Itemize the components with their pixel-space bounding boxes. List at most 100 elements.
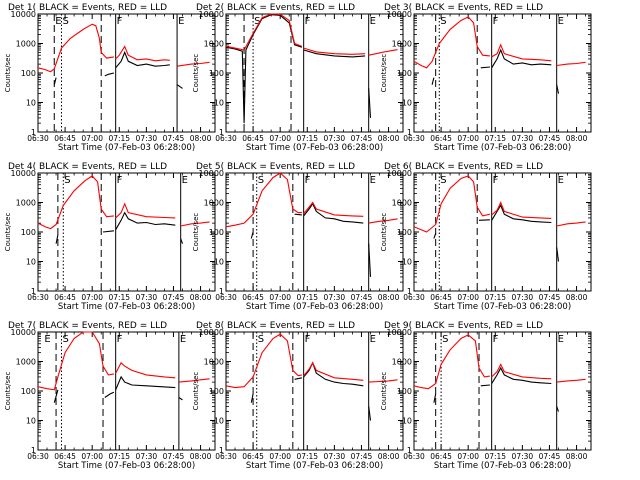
x-tick-label: 06:45 [430, 293, 452, 302]
x-axis-label: Start Time (07-Feb-03 06:28:00) [434, 302, 571, 312]
detector-panel: Det 1( BLACK = Events, RED = LLD 1 10 100 10… [4, 3, 216, 153]
segment-marker: E [182, 175, 188, 186]
series-line-events [478, 219, 490, 221]
series-line-lld [491, 43, 552, 62]
x-tick-label: 06:45 [54, 452, 76, 461]
x-tick-label: 07:30 [136, 293, 158, 302]
y-tick-label: 10 [402, 99, 412, 108]
x-tick-label: 07:45 [539, 134, 561, 143]
y-tick-label: 10 [402, 417, 412, 426]
panel-title: Det 9( BLACK = Events, RED = LLD [384, 321, 543, 331]
segment-marker: F [305, 334, 311, 345]
y-axis-label: Counts/sec [4, 54, 12, 93]
segment-marker: S [258, 334, 264, 345]
series-line-lld [37, 331, 114, 391]
x-axis-label: Start Time (07-Feb-03 06:28:00) [58, 143, 195, 153]
y-tick-label: 10 [214, 258, 224, 267]
series-line-lld [178, 378, 210, 383]
y-tick-label: 10 [26, 417, 36, 426]
series-line-events [115, 375, 176, 391]
y-axis-label: Counts/sec [380, 213, 388, 252]
y-tick-label: 100 [21, 387, 36, 396]
y-tick-label: 10000 [199, 10, 224, 19]
plot-frame [413, 13, 592, 133]
x-tick-label: 07:30 [136, 134, 158, 143]
x-tick-label: 07:00 [457, 293, 479, 302]
x-axis-label: Start Time (07-Feb-03 06:28:00) [434, 143, 571, 153]
segment-marker: F [117, 16, 123, 27]
y-tick-label: 10000 [11, 328, 36, 337]
segment-marker: E [558, 175, 564, 186]
segment-marker: F [117, 334, 123, 345]
series-line-lld [556, 221, 586, 227]
x-tick-label: 07:45 [163, 452, 185, 461]
series-line-events [491, 48, 552, 69]
detector-panel: Det 8( BLACK = Events, RED = LLD 1 10 100 10… [192, 321, 404, 471]
series-line-lld [413, 334, 490, 390]
x-tick-label: 06:45 [54, 134, 76, 143]
y-axis-label: Counts/sec [192, 213, 200, 252]
y-tick-label: 10 [26, 99, 36, 108]
series-line-events [53, 389, 59, 403]
x-tick-label: 06:30 [27, 452, 49, 461]
segment-marker: F [305, 16, 311, 27]
detector-panel: Det 5( BLACK = Events, RED = LLD 1 10 100 10… [192, 162, 404, 312]
x-tick-label: 07:30 [512, 452, 534, 461]
series-line-events [491, 366, 552, 385]
y-tick-label: 1000 [16, 40, 36, 49]
x-tick-label: 07:45 [163, 293, 185, 302]
plot-frame [37, 172, 216, 292]
series-line-events [433, 393, 437, 403]
series-line-events [303, 202, 364, 224]
series-line-lld [413, 175, 491, 233]
y-tick-label: 1 [407, 446, 412, 455]
y-tick-label: 100 [397, 387, 412, 396]
x-tick-label: 08:00 [190, 452, 212, 461]
y-tick-label: 1000 [16, 199, 36, 208]
x-tick-label: 08:00 [190, 134, 212, 143]
series-line-events [294, 213, 302, 216]
y-tick-label: 10000 [11, 10, 36, 19]
panel-title: Det 8( BLACK = Events, RED = LLD [196, 321, 355, 331]
segment-marker: E [178, 16, 184, 27]
series-line-lld [225, 333, 303, 389]
x-tick-label: 06:30 [27, 134, 49, 143]
y-axis-label: Counts/sec [192, 54, 200, 93]
series-line-events [104, 72, 115, 77]
series-line-lld [303, 47, 366, 55]
series-line-events [53, 77, 57, 85]
y-tick-label: 100 [21, 228, 36, 237]
x-tick-label: 07:30 [512, 293, 534, 302]
plot-frame [413, 331, 592, 451]
x-tick-label: 08:00 [566, 293, 588, 302]
detector-panel: Det 2( BLACK = Events, RED = LLD 1 10 100 10… [192, 3, 404, 153]
series-line-lld [368, 49, 398, 56]
panel-title: Det 4( BLACK = Events, RED = LLD [8, 162, 167, 172]
segment-marker: S [442, 334, 448, 345]
segment-marker: S [254, 16, 260, 27]
y-tick-label: 10 [402, 258, 412, 267]
x-tick-label: 07:45 [539, 293, 561, 302]
series-line-events [556, 84, 560, 94]
panel-title: Det 7( BLACK = Events, RED = LLD [8, 321, 167, 331]
x-axis-label: Start Time (07-Feb-03 06:28:00) [246, 143, 383, 153]
series-line-events [294, 377, 303, 380]
y-tick-label: 1 [219, 446, 224, 455]
y-tick-label: 100 [209, 387, 224, 396]
x-tick-label: 06:30 [215, 293, 237, 302]
y-tick-label: 10 [214, 417, 224, 426]
series-line-events [104, 391, 115, 398]
y-tick-label: 10 [214, 99, 224, 108]
x-tick-label: 06:45 [242, 452, 264, 461]
x-tick-label: 08:00 [566, 452, 588, 461]
detector-panel: Det 9( BLACK = Events, RED = LLD 1 10 100 10… [380, 321, 592, 471]
x-tick-label: 06:30 [403, 452, 425, 461]
series-line-events [556, 247, 560, 262]
y-tick-label: 1 [31, 446, 36, 455]
x-tick-label: 07:45 [539, 452, 561, 461]
segment-marker: F [493, 175, 499, 186]
series-line-lld [177, 61, 210, 67]
x-tick-label: 08:00 [566, 134, 588, 143]
segment-marker: S [62, 334, 68, 345]
segment-marker: F [493, 334, 499, 345]
